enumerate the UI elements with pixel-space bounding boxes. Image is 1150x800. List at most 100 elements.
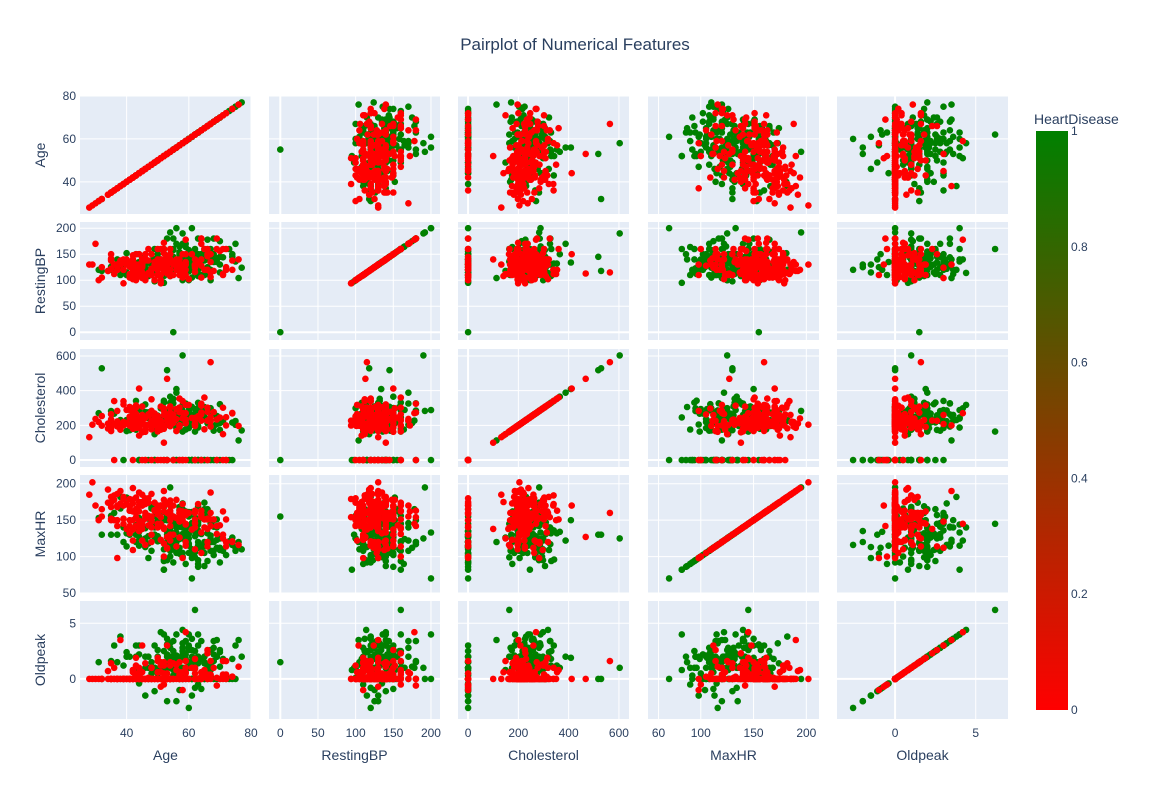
data-point: [406, 152, 414, 160]
data-point: [135, 250, 143, 258]
data-point: [595, 150, 602, 158]
data-point: [138, 429, 146, 436]
data-point: [859, 263, 867, 271]
data-point: [545, 256, 553, 263]
data-point: [123, 427, 130, 435]
data-point: [877, 250, 884, 258]
data-point: [163, 375, 171, 383]
data-point: [129, 425, 137, 433]
data-point: [540, 112, 548, 119]
data-point: [714, 165, 721, 173]
data-point: [729, 195, 736, 203]
data-point: [355, 101, 362, 108]
data-point: [532, 250, 540, 258]
data-point: [899, 239, 907, 247]
data-point: [390, 120, 397, 128]
data-point: [882, 116, 889, 123]
data-point: [898, 256, 905, 263]
data-point: [390, 250, 397, 258]
data-point: [98, 412, 106, 420]
data-point: [702, 127, 710, 134]
data-point: [390, 385, 397, 392]
data-point: [933, 157, 941, 164]
data-point: [745, 157, 752, 164]
data-point: [207, 250, 214, 258]
data-point: [367, 109, 375, 117]
data-point: [582, 150, 589, 158]
data-point: [356, 127, 363, 134]
data-point: [505, 270, 512, 278]
data-point: [530, 163, 538, 171]
data-point: [138, 456, 146, 464]
data-point: [188, 250, 196, 258]
panel-cholesterol-vs-age: [80, 349, 252, 467]
data-point: [724, 260, 732, 267]
data-point: [956, 144, 963, 151]
data-point: [374, 433, 382, 441]
data-point: [796, 174, 804, 181]
data-point: [927, 150, 934, 158]
data-point: [771, 250, 778, 258]
panel-cholesterol-vs-restingbp: [269, 349, 440, 467]
data-point: [373, 167, 381, 175]
data-point: [883, 245, 891, 253]
data-point: [885, 169, 892, 177]
data-point: [933, 250, 941, 258]
data-point: [699, 109, 707, 117]
data-point: [750, 270, 757, 278]
data-point: [940, 150, 947, 158]
data-point: [917, 235, 925, 242]
data-point: [373, 414, 381, 422]
data-point: [891, 204, 899, 211]
data-point: [750, 197, 757, 205]
data-point: [412, 235, 420, 242]
data-point: [347, 180, 355, 188]
data-point: [718, 105, 726, 113]
data-point: [120, 280, 127, 287]
data-point: [796, 266, 804, 274]
panel-restingbp-vs-cholesterol: [458, 222, 629, 340]
data-point: [751, 245, 758, 253]
data-point: [374, 131, 382, 138]
scatter-points: [464, 99, 623, 211]
data-point: [391, 152, 399, 160]
data-point: [755, 195, 763, 203]
data-point: [163, 366, 171, 374]
scatter-points: [86, 352, 245, 464]
data-point: [712, 109, 719, 117]
data-point: [405, 127, 412, 134]
scatter-points: [849, 224, 999, 336]
data-point: [911, 276, 918, 284]
data-point: [120, 266, 127, 274]
data-point: [949, 133, 957, 141]
data-point: [771, 200, 778, 207]
data-point: [891, 240, 899, 248]
data-point: [148, 456, 155, 464]
data-point: [518, 161, 525, 168]
data-point: [420, 139, 427, 147]
data-point: [514, 239, 522, 247]
data-point: [553, 142, 561, 149]
data-point: [736, 250, 744, 258]
data-point: [720, 167, 728, 175]
data-point: [616, 139, 623, 147]
data-point: [778, 256, 786, 263]
data-point: [362, 163, 370, 171]
data-point: [948, 101, 955, 108]
data-point: [510, 174, 517, 181]
data-point: [718, 245, 726, 253]
data-point: [353, 401, 361, 409]
data-point: [232, 417, 239, 425]
data-point: [204, 456, 211, 464]
data-point: [347, 422, 355, 429]
data-point: [891, 245, 899, 253]
data-point: [386, 456, 393, 464]
data-point: [114, 407, 121, 415]
data-point: [562, 144, 569, 151]
data-point: [766, 195, 773, 203]
data-point: [922, 157, 929, 164]
data-point: [191, 131, 199, 138]
data-point: [173, 266, 180, 274]
data-point: [207, 273, 214, 281]
data-point: [528, 129, 535, 136]
